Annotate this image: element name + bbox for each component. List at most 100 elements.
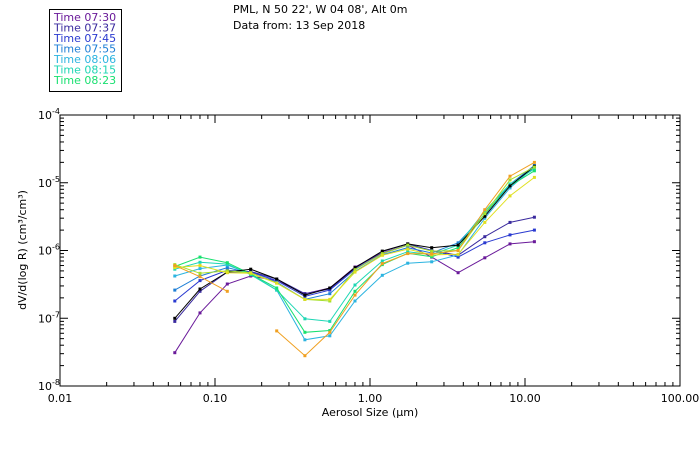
data-point-4-13 (508, 186, 512, 190)
data-point-10-0 (173, 264, 177, 267)
data-point-4-8 (380, 273, 384, 277)
x-axis-label: Aerosol Size (µm) (322, 406, 419, 419)
data-point-6-2 (225, 261, 229, 265)
data-point-0-12 (483, 256, 487, 260)
data-point-3-2 (225, 266, 229, 270)
data-point-5-5 (303, 317, 307, 321)
x-tick-label: 100.00 (661, 392, 700, 405)
data-point-10-1 (198, 275, 202, 279)
legend-box (49, 9, 122, 92)
legend-entry-4: Time 08:06 (53, 53, 116, 66)
data-point-1-1 (198, 289, 202, 293)
data-point-7-12 (483, 214, 487, 218)
data-point-7-8 (380, 249, 384, 253)
data-point-9-11 (456, 252, 460, 256)
data-point-4-9 (406, 261, 410, 265)
data-point-3-0 (173, 288, 177, 292)
data-point-10-5 (303, 354, 307, 358)
data-point-9-13 (508, 194, 512, 198)
data-point-2-0 (173, 299, 177, 303)
data-point-9-3 (249, 271, 253, 275)
data-point-4-12 (483, 216, 487, 220)
data-point-10-7 (353, 293, 357, 297)
data-point-1-13 (508, 220, 512, 224)
legend-entry-2: Time 07:45 (53, 32, 116, 45)
data-point-2-13 (508, 233, 512, 237)
series-10 (173, 160, 536, 358)
data-point-3-6 (328, 292, 332, 296)
legend-entry-1: Time 07:37 (53, 22, 116, 35)
y-tick-label: 10-6 (38, 243, 60, 258)
data-point-9-12 (483, 220, 487, 224)
data-point-8-9 (406, 243, 410, 247)
data-point-4-7 (353, 299, 357, 303)
data-point-8-13 (508, 178, 512, 182)
data-point-9-8 (380, 253, 384, 257)
data-point-7-11 (456, 243, 460, 247)
data-point-0-14 (532, 240, 536, 244)
legend-entry-5: Time 08:15 (53, 64, 116, 77)
y-axis: 10-8 10-7 10-6 10-5 10-4 (38, 107, 680, 393)
data-point-7-10 (430, 246, 434, 250)
data-point-5-1 (198, 260, 202, 264)
data-point-6-6 (328, 329, 332, 332)
data-point-9-5 (303, 297, 307, 301)
data-point-3-11 (456, 241, 460, 245)
data-point-0-11 (456, 271, 460, 275)
data-point-8-1 (198, 271, 202, 275)
data-point-9-2 (225, 271, 229, 275)
data-point-5-14 (532, 167, 536, 171)
data-point-0-0 (173, 351, 177, 355)
data-point-2-12 (483, 241, 487, 245)
data-point-9-9 (406, 247, 410, 251)
data-point-10-8 (380, 262, 384, 266)
data-point-5-0 (173, 267, 177, 271)
data-point-6-10 (430, 255, 434, 259)
data-point-8-7 (353, 268, 357, 272)
data-point-4-10 (430, 260, 434, 264)
data-point-7-5 (303, 293, 307, 297)
data-point-6-5 (303, 330, 307, 334)
header-location: PML, N 50 22', W 04 08', Alt 0m (233, 3, 407, 16)
data-point-8-8 (380, 252, 384, 256)
plot-area (59, 114, 681, 387)
data-point-7-0 (173, 316, 177, 320)
y-tick-label: 10-5 (38, 175, 60, 190)
data-point-9-0 (173, 266, 177, 270)
data-point-10-14 (532, 160, 536, 164)
data-point-1-14 (532, 215, 536, 219)
data-point-2-6 (328, 288, 332, 292)
legend-entry-6: Time 08:23 (53, 74, 116, 87)
data-point-4-5 (303, 338, 307, 342)
data-point-10-13 (508, 174, 512, 178)
data-point-10-12 (483, 208, 487, 212)
data-point-0-13 (508, 242, 512, 246)
x-axis: 0.01 0.10 1.00 10.00 100.00 (48, 115, 700, 405)
data-point-1-0 (173, 319, 177, 323)
data-point-10-4 (275, 329, 279, 333)
data-point-5-13 (508, 182, 512, 186)
y-tick-label: 10-4 (38, 107, 60, 122)
x-tick-label: 10.00 (509, 392, 541, 405)
data-point-5-9 (406, 250, 410, 254)
x-tick-label: 0.10 (203, 392, 228, 405)
series-9 (173, 175, 536, 301)
data-point-7-1 (198, 287, 202, 291)
data-point-8-6 (328, 299, 332, 303)
data-point-0-2 (225, 282, 229, 286)
data-point-6-1 (198, 255, 202, 259)
data-point-6-7 (353, 289, 357, 293)
data-point-8-12 (483, 212, 487, 216)
data-point-8-2 (225, 269, 229, 273)
data-point-8-10 (430, 249, 434, 253)
data-point-10-6 (328, 330, 332, 334)
data-point-4-1 (198, 267, 202, 271)
data-point-2-1 (198, 279, 202, 283)
data-point-9-1 (198, 264, 202, 267)
data-point-8-14 (532, 165, 536, 169)
data-point-4-6 (328, 334, 332, 338)
data-point-10-11 (456, 249, 460, 252)
